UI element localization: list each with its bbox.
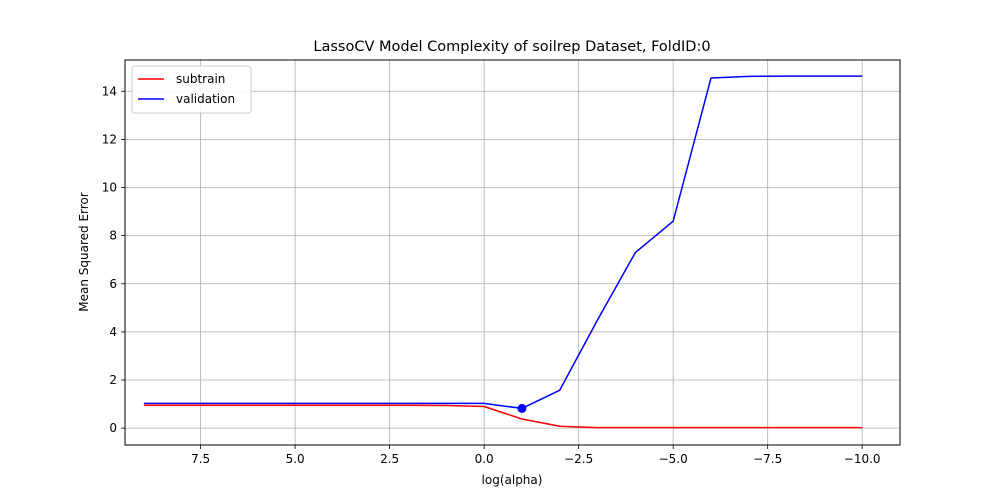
y-axis-ticks: 0 2 4 6 8 10 12 14: [102, 84, 125, 435]
x-axis-ticks: 7.5 5.0 2.5 0.0 −2.5 −5.0 −7.5 −10.0: [191, 445, 881, 466]
legend-label-subtrain: subtrain: [176, 72, 225, 86]
x-tick-label: 5.0: [286, 452, 305, 466]
x-tick-label: 7.5: [191, 452, 210, 466]
series-lines: [143, 75, 863, 429]
legend: subtrain validation: [131, 65, 252, 114]
x-tick-label: −2.5: [564, 452, 593, 466]
legend-label-validation: validation: [176, 92, 235, 106]
y-tick-label: 2: [109, 373, 117, 387]
y-tick-label: 14: [102, 84, 117, 98]
x-tick-label: −5.0: [659, 452, 688, 466]
y-axis-title: Mean Squared Error: [77, 192, 91, 312]
legend-box: [131, 65, 252, 114]
y-tick-label: 10: [102, 181, 117, 195]
x-tick-label: 0.0: [475, 452, 494, 466]
y-tick-label: 6: [109, 277, 117, 291]
series-line-validation: [143, 75, 863, 410]
selected-point: [517, 403, 527, 413]
grid: [125, 60, 900, 445]
y-tick-label: 0: [109, 421, 117, 435]
x-tick-label: −7.5: [753, 452, 782, 466]
selected-point-marker: [517, 403, 527, 413]
y-tick-label: 12: [102, 132, 117, 146]
x-axis-title: log(alpha): [482, 473, 543, 487]
y-tick-label: 4: [109, 325, 117, 339]
chart-title: LassoCV Model Complexity of soilrep Data…: [313, 39, 710, 55]
series-line-subtrain: [143, 404, 863, 429]
x-tick-label: 2.5: [380, 452, 399, 466]
y-tick-label: 8: [109, 229, 117, 243]
x-tick-label: −10.0: [844, 452, 881, 466]
plot-frame: [124, 59, 901, 446]
